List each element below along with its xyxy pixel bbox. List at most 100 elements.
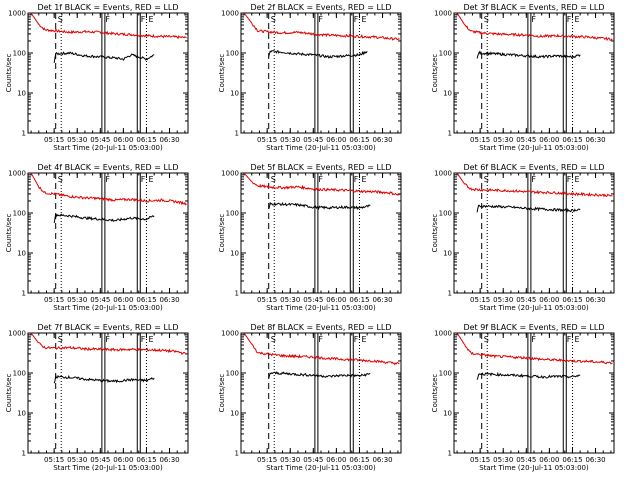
panel-det-4: Det 4f BLACK = Events, RED = LLD 1 10 100 10… bbox=[5, 163, 189, 312]
series-events-line bbox=[476, 204, 581, 213]
x-axis-label: Start Time (20-Jul-11 05:03:00) bbox=[266, 144, 376, 152]
x-tick-label: 05:30 bbox=[67, 456, 87, 464]
x-tick-label: 05:15 bbox=[257, 456, 277, 464]
series-events-line bbox=[476, 50, 581, 59]
y-axis-label: Counts/sec bbox=[431, 54, 439, 93]
x-tick-label: 06:00 bbox=[113, 296, 133, 304]
x-tick-label: 05:30 bbox=[493, 136, 513, 144]
marker-label-F: F bbox=[354, 15, 359, 24]
x-tick-label: 06:30 bbox=[159, 136, 179, 144]
marker-label-F: F bbox=[567, 175, 572, 184]
x-axis-label: Start Time (20-Jul-11 05:03:00) bbox=[266, 464, 376, 472]
x-tick-label: 05:15 bbox=[44, 296, 64, 304]
x-tick-label: 05:45 bbox=[90, 456, 110, 464]
series-events-line bbox=[268, 49, 368, 59]
marker-label-F: F bbox=[354, 175, 359, 184]
series-lld-line bbox=[30, 332, 187, 355]
x-tick-label: 05:45 bbox=[303, 136, 323, 144]
y-axis-label: Counts/sec bbox=[218, 214, 226, 253]
x-tick-label: 06:15 bbox=[562, 136, 582, 144]
x-tick-label: 06:30 bbox=[159, 296, 179, 304]
x-tick-label: 05:15 bbox=[470, 456, 490, 464]
y-axis-label: Counts/sec bbox=[431, 214, 439, 253]
marker-label-F: F bbox=[531, 335, 536, 344]
y-tick-label: 10 bbox=[17, 90, 26, 98]
series-events-line bbox=[53, 51, 155, 63]
series-events-line bbox=[268, 201, 371, 211]
x-tick-label: 05:30 bbox=[493, 296, 513, 304]
x-tick-label: 05:30 bbox=[280, 456, 300, 464]
x-tick-label: 06:15 bbox=[136, 136, 156, 144]
marker-label-S: S bbox=[484, 335, 489, 344]
marker-label-F: F bbox=[105, 335, 110, 344]
x-tick-label: 05:15 bbox=[257, 296, 277, 304]
marker-label-E: E bbox=[361, 335, 366, 344]
marker-label-F: F bbox=[141, 335, 146, 344]
marker-label-E: E bbox=[574, 335, 579, 344]
panel-title: Det 4f BLACK = Events, RED = LLD bbox=[37, 163, 178, 172]
panel-title: Det 6f BLACK = Events, RED = LLD bbox=[463, 163, 604, 172]
x-tick-label: 06:15 bbox=[349, 456, 369, 464]
marker-label-F: F bbox=[354, 335, 359, 344]
x-tick-label: 06:15 bbox=[349, 296, 369, 304]
panel-title: Det 2f BLACK = Events, RED = LLD bbox=[250, 3, 391, 12]
x-tick-label: 06:30 bbox=[585, 136, 605, 144]
y-tick-label: 100 bbox=[226, 210, 239, 218]
x-axis-label: Start Time (20-Jul-11 05:03:00) bbox=[53, 304, 163, 312]
x-tick-label: 05:15 bbox=[257, 136, 277, 144]
series-events-line bbox=[268, 371, 371, 379]
x-axis-label: Start Time (20-Jul-11 05:03:00) bbox=[479, 304, 589, 312]
series-lld-line bbox=[456, 332, 613, 365]
y-tick-label: 100 bbox=[226, 50, 239, 58]
y-tick-label: 100 bbox=[13, 210, 26, 218]
y-tick-label: 1000 bbox=[8, 330, 26, 338]
x-tick-label: 06:00 bbox=[539, 136, 559, 144]
panel-title: Det 7f BLACK = Events, RED = LLD bbox=[37, 323, 178, 332]
y-tick-label: 1 bbox=[448, 130, 452, 138]
y-tick-label: 1000 bbox=[221, 170, 239, 178]
x-tick-label: 06:00 bbox=[539, 456, 559, 464]
x-tick-label: 05:45 bbox=[516, 456, 536, 464]
x-tick-label: 05:45 bbox=[516, 136, 536, 144]
x-tick-label: 05:30 bbox=[280, 296, 300, 304]
x-tick-label: 05:30 bbox=[280, 136, 300, 144]
x-tick-label: 06:15 bbox=[562, 456, 582, 464]
plot-frame bbox=[27, 172, 189, 294]
marker-label-S: S bbox=[271, 335, 276, 344]
x-tick-label: 05:45 bbox=[90, 296, 110, 304]
marker-label-E: E bbox=[574, 175, 579, 184]
y-tick-label: 1000 bbox=[221, 330, 239, 338]
panel-det-3: Det 3f BLACK = Events, RED = LLD 1 10 100 10… bbox=[431, 3, 615, 152]
series-events-line bbox=[476, 371, 581, 380]
y-tick-label: 1 bbox=[448, 450, 452, 458]
marker-label-F: F bbox=[531, 15, 536, 24]
y-tick-label: 10 bbox=[443, 250, 452, 258]
x-tick-label: 06:00 bbox=[539, 296, 559, 304]
x-tick-label: 05:15 bbox=[44, 456, 64, 464]
marker-label-E: E bbox=[361, 15, 366, 24]
y-tick-label: 1000 bbox=[434, 170, 452, 178]
marker-label-F: F bbox=[318, 335, 323, 344]
series-lld-line bbox=[456, 172, 613, 198]
y-tick-label: 100 bbox=[13, 50, 26, 58]
marker-label-F: F bbox=[318, 175, 323, 184]
y-tick-label: 10 bbox=[443, 90, 452, 98]
x-tick-label: 06:30 bbox=[159, 456, 179, 464]
x-tick-label: 06:30 bbox=[372, 456, 392, 464]
marker-label-S: S bbox=[58, 175, 63, 184]
y-axis-label: Counts/sec bbox=[218, 374, 226, 413]
x-tick-label: 05:45 bbox=[303, 296, 323, 304]
plot-frame bbox=[240, 172, 402, 294]
marker-label-F: F bbox=[531, 175, 536, 184]
y-tick-label: 1000 bbox=[434, 10, 452, 18]
series-events-line bbox=[53, 213, 155, 224]
y-tick-label: 100 bbox=[439, 370, 452, 378]
panel-det-9: Det 9f BLACK = Events, RED = LLD 1 10 100 10… bbox=[431, 323, 615, 472]
panel-det-7: Det 7f BLACK = Events, RED = LLD 1 10 100 10… bbox=[5, 323, 189, 472]
x-tick-label: 06:30 bbox=[585, 296, 605, 304]
y-tick-label: 1 bbox=[235, 130, 239, 138]
series-lld-line bbox=[243, 332, 400, 366]
y-tick-label: 10 bbox=[230, 410, 239, 418]
marker-label-S: S bbox=[58, 15, 63, 24]
